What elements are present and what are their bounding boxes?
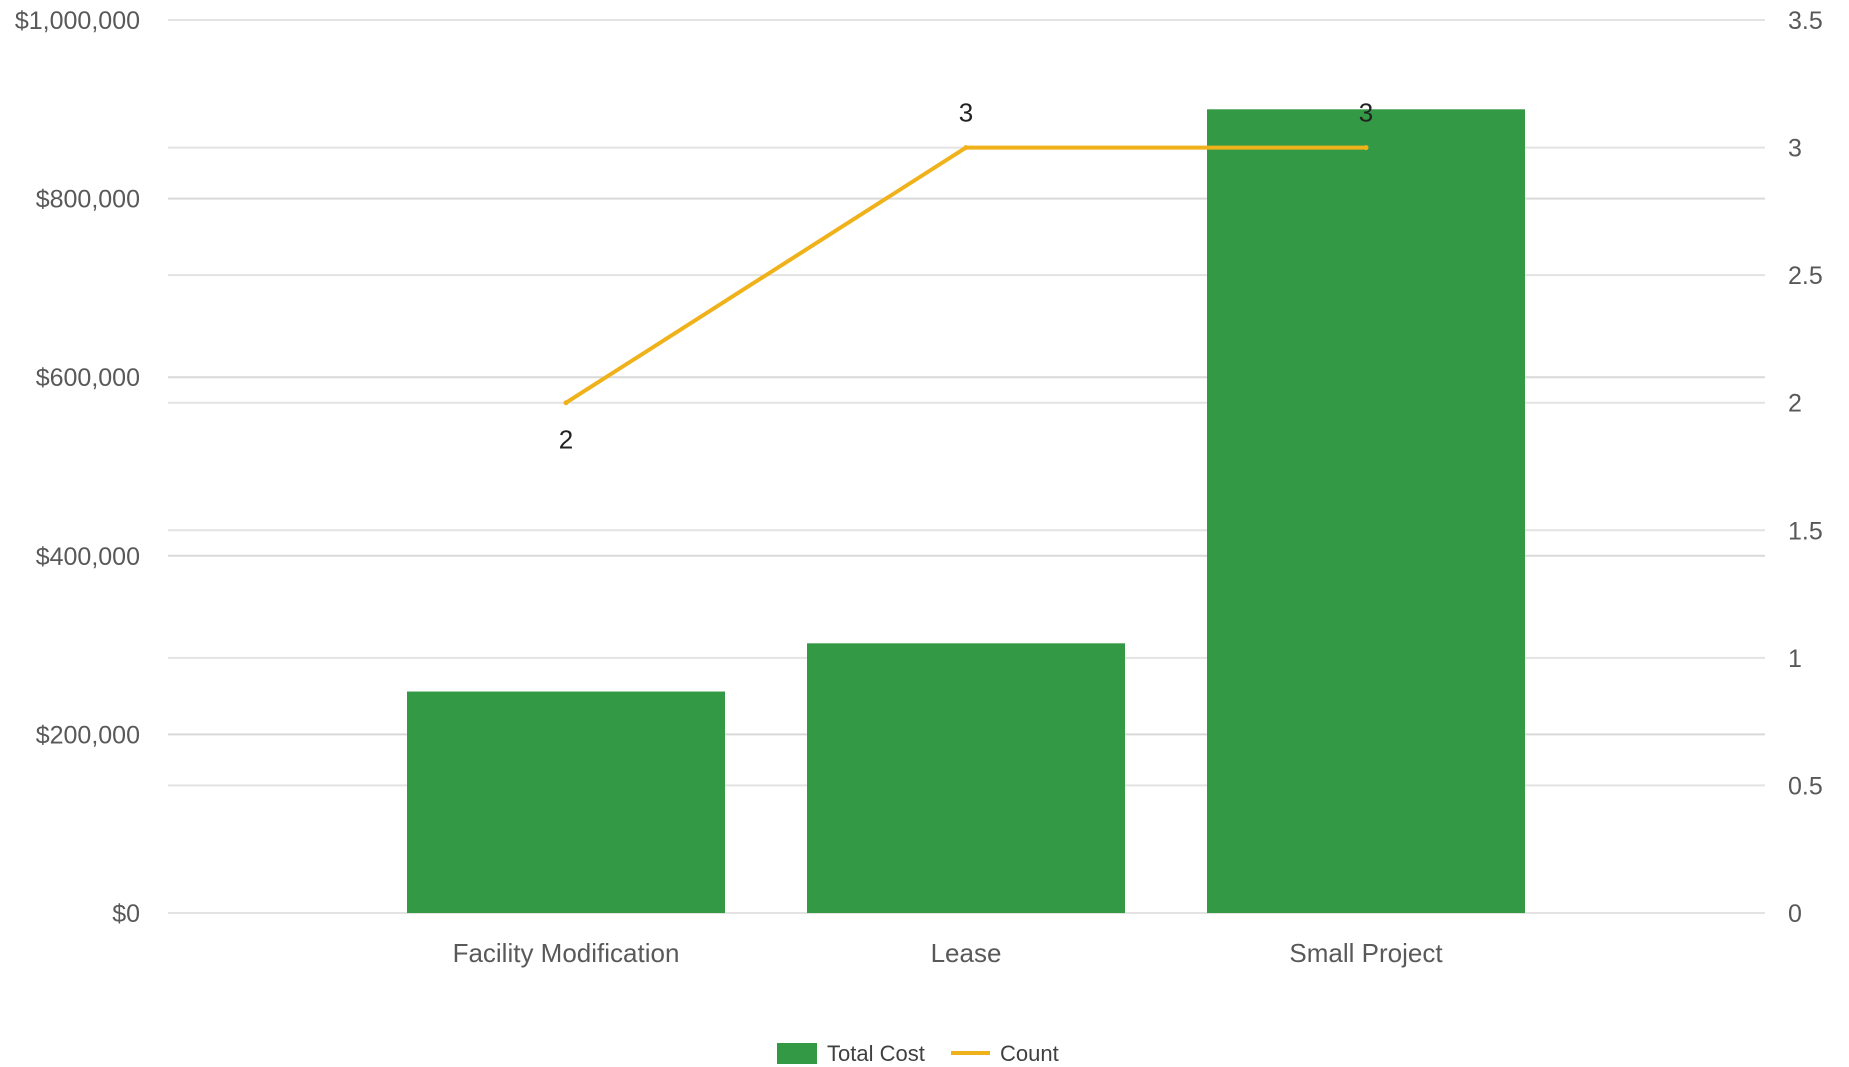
legend-label-count: Count [1000, 1041, 1059, 1066]
count-point [1363, 145, 1369, 151]
bar-lease [807, 643, 1125, 913]
left-tick-label: $800,000 [36, 186, 140, 214]
right-tick-label: 3 [1788, 135, 1802, 163]
left-tick-label: $600,000 [36, 364, 140, 392]
count-data-label: 3 [959, 98, 973, 128]
category-label: Small Project [1289, 938, 1443, 968]
right-tick-label: 3.5 [1788, 7, 1823, 35]
category-label: Lease [931, 938, 1002, 968]
left-tick-label: $0 [112, 900, 140, 928]
left-y-axis: $0 $200,000 $400,000 $600,000 $800,000 $1,000… [15, 7, 140, 928]
count-point [963, 145, 969, 151]
right-tick-label: 1.5 [1788, 517, 1823, 545]
right-tick-label: 2.5 [1788, 262, 1823, 290]
right-tick-label: 1 [1788, 645, 1802, 673]
bar-small-project [1207, 109, 1525, 914]
x-axis: Facility Modification Lease Small Project [453, 938, 1444, 968]
count-line-series [563, 145, 1369, 406]
right-tick-label: 0 [1788, 900, 1802, 928]
count-data-labels: 2 3 3 [559, 98, 1373, 455]
count-point [563, 400, 569, 406]
count-data-label: 3 [1359, 98, 1373, 128]
count-data-label: 2 [559, 425, 573, 455]
right-tick-label: 0.5 [1788, 772, 1823, 800]
total-cost-bars [407, 109, 1525, 914]
right-tick-label: 2 [1788, 390, 1802, 418]
legend-swatch-total-cost [777, 1043, 817, 1064]
left-tick-label: $1,000,000 [15, 7, 140, 35]
left-tick-label: $400,000 [36, 543, 140, 571]
right-y-axis: 0 0.5 1 1.5 2 2.5 3 3.5 [1788, 7, 1823, 928]
bar-facility-modification [407, 691, 725, 913]
category-label: Facility Modification [453, 938, 680, 968]
left-tick-label: $200,000 [36, 721, 140, 749]
legend: Total Cost Count [777, 1041, 1059, 1066]
legend-label-total-cost: Total Cost [827, 1041, 925, 1066]
